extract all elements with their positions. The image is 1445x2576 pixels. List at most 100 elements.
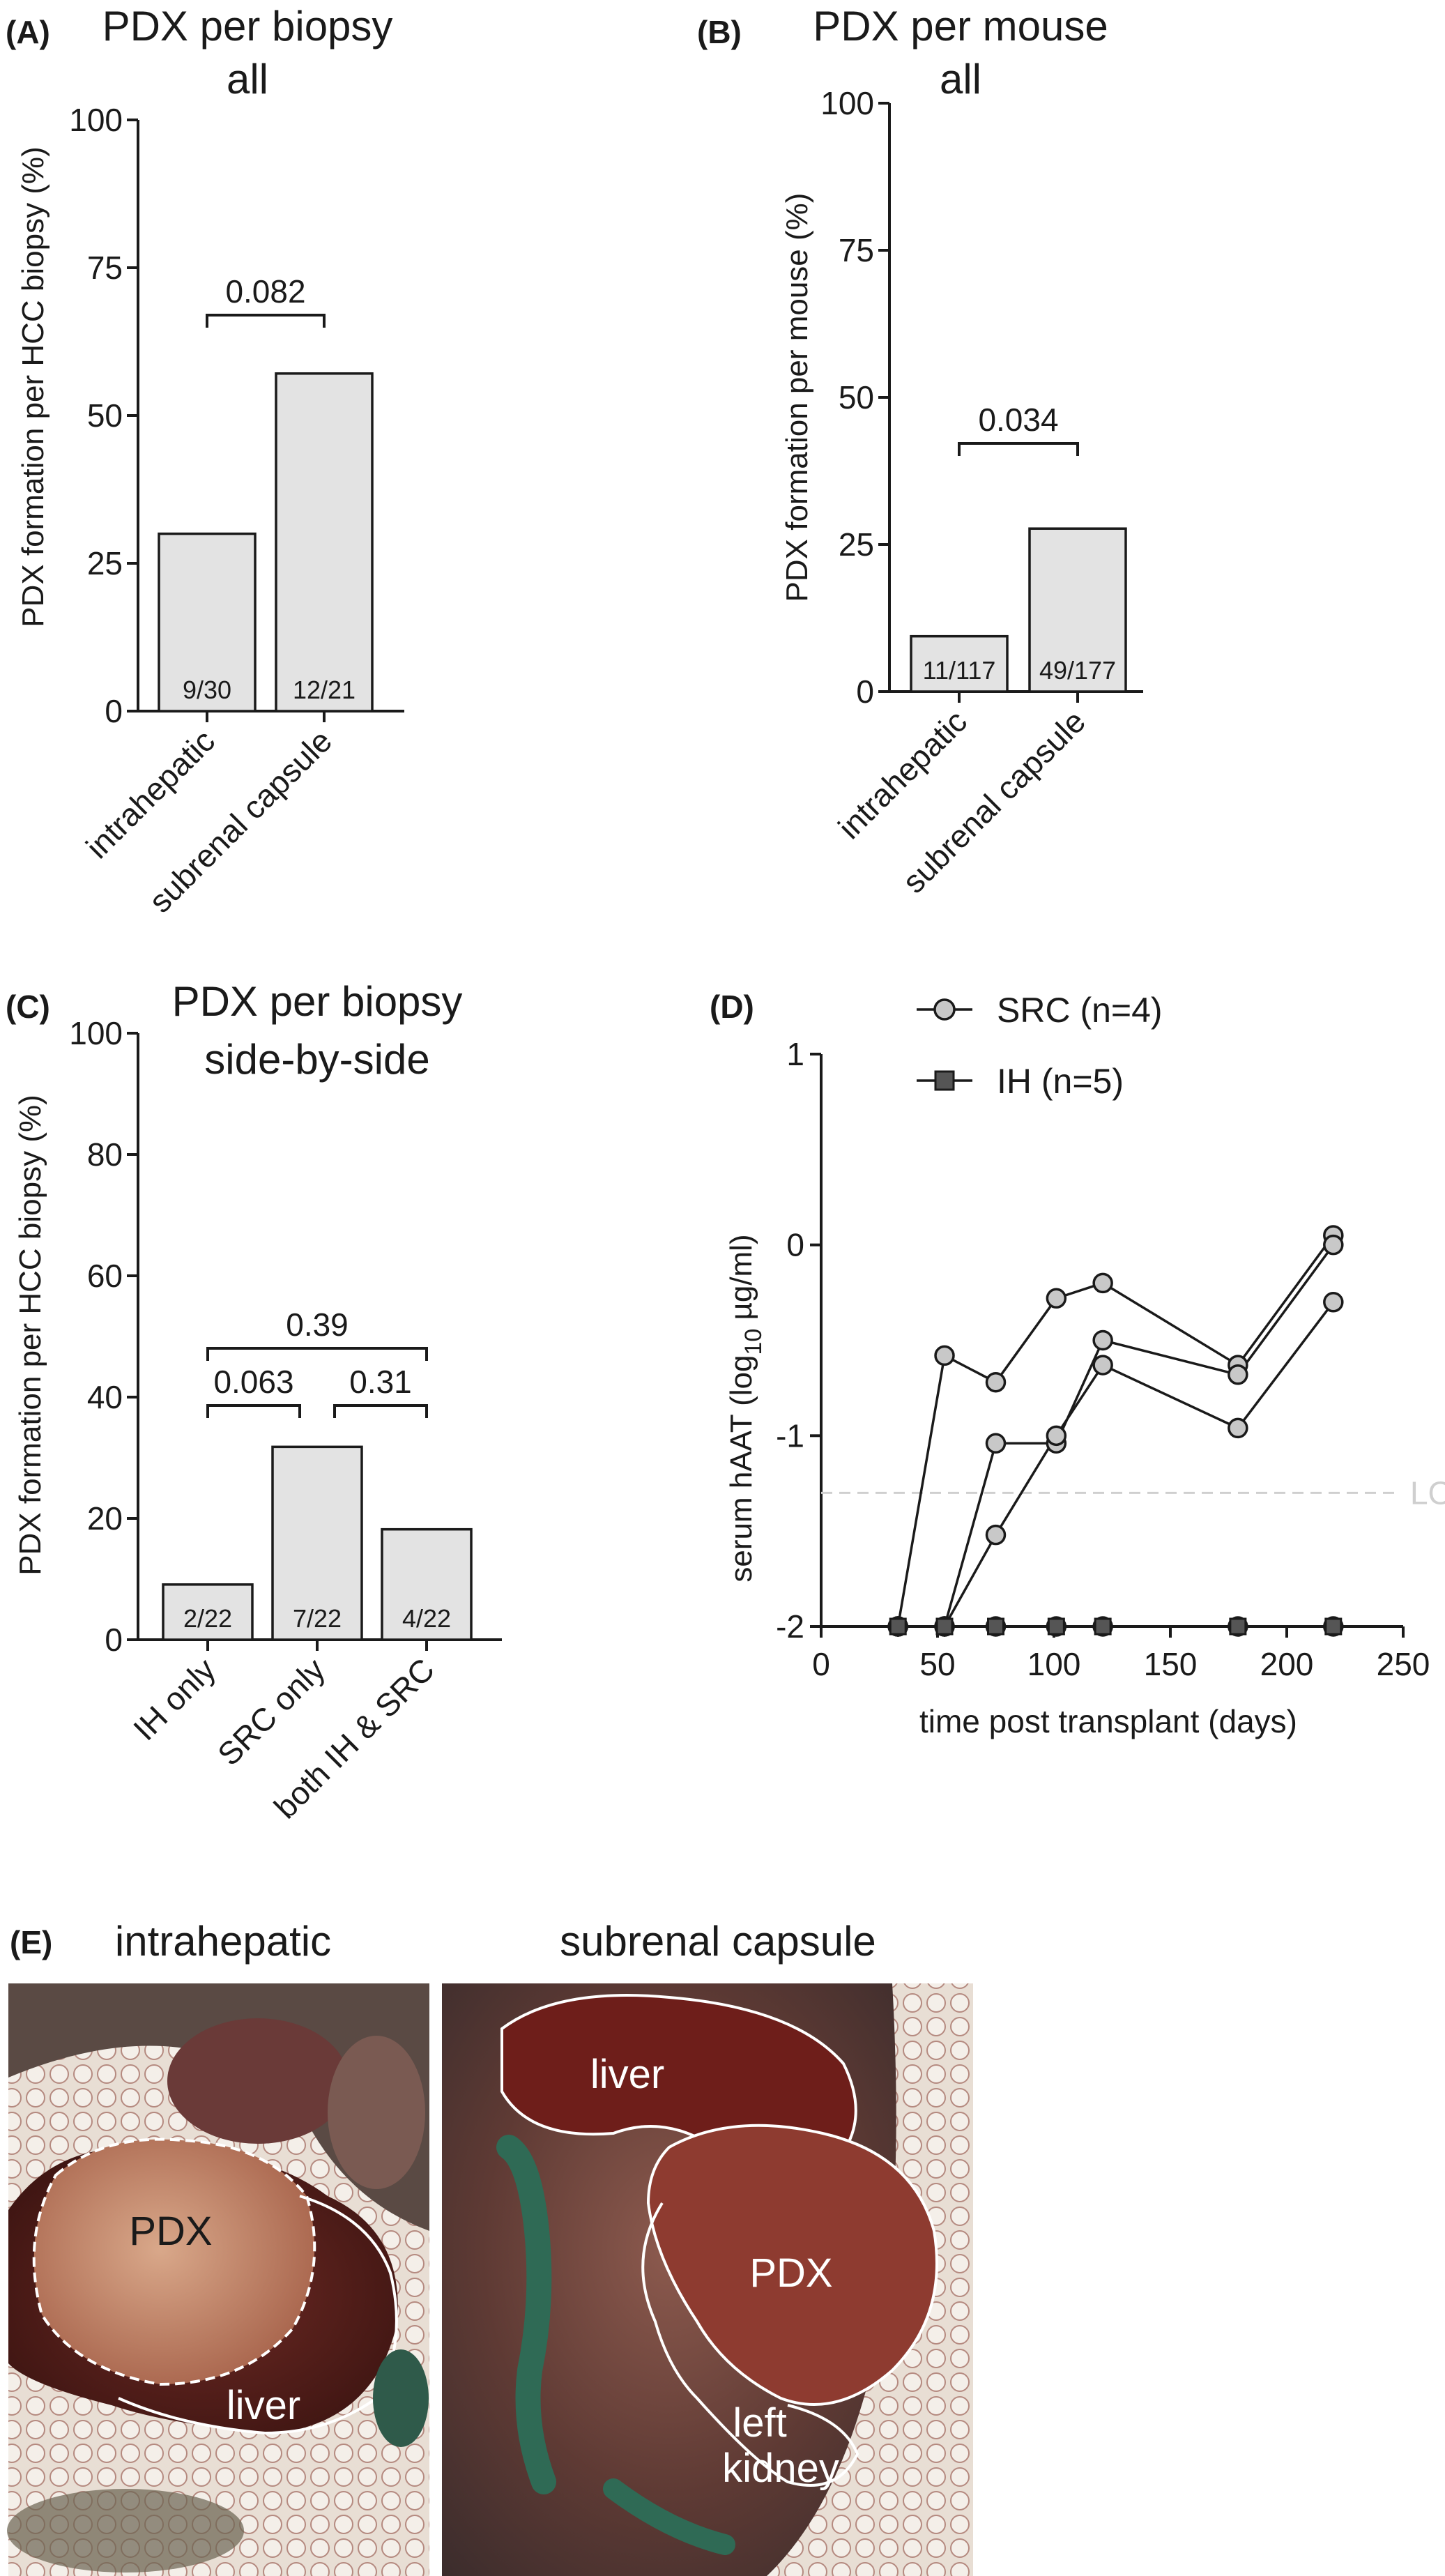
subrenal-kidney-label-line2: kidney: [722, 2446, 839, 2491]
bar: [162, 1583, 254, 1641]
bar-count-label: 7/22: [293, 1604, 342, 1633]
subrenal-pdx-label: PDX: [749, 2250, 832, 2296]
intrahepatic-photo: PDX liver: [7, 1983, 429, 2576]
src-data-point: [1228, 1417, 1248, 1439]
panel-d-label: (D): [710, 989, 754, 1025]
y-tick-label: 50: [87, 397, 123, 434]
legend-circle-marker: [933, 998, 956, 1021]
y-tick-label: -1: [776, 1417, 804, 1454]
subrenal-kidney-outline: [641, 2202, 859, 2487]
src-data-point: [985, 1433, 1007, 1454]
subrenal-kidney-label-line1: left: [733, 2400, 786, 2446]
src-data-point: [934, 1345, 955, 1366]
significance-bracket: [333, 1404, 428, 1418]
y-tick-label: 0: [105, 693, 123, 729]
panel-c-title-line1: PDX per biopsy: [172, 978, 463, 1025]
y-tick-label: 20: [87, 1500, 123, 1537]
panel-a-label: (A): [6, 14, 50, 50]
panel-e: (E) intrahepatic subrenal capsule PDX li…: [7, 1918, 973, 2576]
src-series-line: [896, 1234, 1335, 1627]
panel-a: (A) PDX per biopsy all PDX formation per…: [6, 3, 404, 920]
p-value-label: 0.063: [213, 1364, 293, 1400]
x-tick-label: 100: [1027, 1646, 1081, 1682]
y-tick-label: 25: [87, 545, 123, 581]
src-data-point: [1092, 1355, 1113, 1375]
y-tick-label: 60: [87, 1258, 123, 1294]
ih-data-point: [1229, 1617, 1247, 1636]
x-tick-label: 200: [1260, 1646, 1314, 1682]
bar: [381, 1527, 473, 1641]
bar-count-label: 2/22: [183, 1604, 232, 1633]
y-tick-label: 40: [87, 1379, 123, 1415]
subrenal-capsule-photo: liver PDX left kidney: [442, 1983, 973, 2576]
bar: [271, 1445, 363, 1641]
panel-e-label: (E): [10, 1924, 52, 1960]
bar-count-label: 11/117: [923, 656, 996, 685]
ih-data-point: [1047, 1617, 1065, 1636]
ih-data-point: [935, 1617, 954, 1636]
bar-count-label: 9/30: [183, 676, 231, 704]
src-series-line: [898, 1301, 1335, 1628]
bar: [275, 372, 374, 712]
panel-c-label: (C): [6, 989, 50, 1025]
panel-d-y-axis-label: serum hAAT (log10 µg/ml): [724, 1234, 767, 1582]
src-data-point: [1323, 1292, 1344, 1313]
src-data-point: [1228, 1364, 1248, 1385]
significance-bracket: [206, 314, 326, 328]
y-tick-label: 75: [87, 250, 123, 286]
src-data-point: [1323, 1234, 1344, 1256]
src-data-point: [985, 1371, 1007, 1393]
panel-b-title-line2: all: [940, 56, 981, 102]
significance-bracket: [958, 442, 1079, 456]
src-series-line: [898, 1244, 1335, 1628]
panel-b: (B) PDX per mouse all PDX formation per …: [697, 3, 1143, 900]
intrahepatic-pdx-region: [32, 2137, 316, 2386]
x-tick-label: 50: [919, 1646, 955, 1682]
panel-e-left-title: intrahepatic: [115, 1918, 331, 1965]
panel-a-y-axis-label: PDX formation per HCC biopsy (%): [16, 146, 50, 627]
src-data-point: [1046, 1425, 1067, 1447]
panel-d: (D) serum hAAT (log10 µg/ml) time post t…: [710, 989, 1445, 1739]
src-data-point: [985, 1524, 1007, 1546]
y-tick-label: 25: [839, 526, 874, 563]
src-data-point: [1092, 1272, 1113, 1294]
src-data-point: [1046, 1288, 1067, 1309]
significance-bracket: [206, 1404, 301, 1418]
y-tick-label: 100: [69, 102, 123, 138]
y-tick-label: -2: [776, 1608, 804, 1645]
x-tick-label: 250: [1377, 1646, 1430, 1682]
p-value-label: 0.31: [349, 1364, 412, 1400]
legend-entry-label: SRC (n=4): [997, 991, 1163, 1030]
ih-data-point: [1094, 1617, 1112, 1636]
y-tick-label: 1: [786, 1036, 804, 1072]
ih-data-point: [889, 1617, 907, 1636]
p-value-label: 0.39: [286, 1306, 349, 1343]
src-data-point: [1092, 1329, 1113, 1351]
panel-c-title-line2: side-by-side: [204, 1036, 429, 1083]
subrenal-liver-label: liver: [590, 2052, 664, 2097]
y-tick-label: 0: [786, 1227, 804, 1263]
x-tick-label: 150: [1144, 1646, 1198, 1682]
panel-a-title-line1: PDX per biopsy: [102, 3, 393, 49]
y-tick-label: 100: [820, 85, 874, 121]
y-tick-label: 80: [87, 1136, 123, 1173]
panel-c: (C) PDX per biopsy side-by-side PDX form…: [6, 978, 502, 1825]
intrahepatic-liver-label: liver: [227, 2383, 300, 2428]
y-tick-label: 0: [856, 673, 874, 710]
y-tick-label: 75: [839, 232, 874, 268]
category-label: IH only: [126, 1651, 222, 1747]
p-value-label: 0.034: [978, 402, 1058, 438]
bar-count-label: 49/177: [1039, 656, 1116, 685]
panel-e-right-title: subrenal capsule: [560, 1918, 876, 1965]
x-tick-label: 0: [812, 1646, 830, 1682]
ih-data-point: [1324, 1617, 1343, 1636]
panel-c-y-axis-label: PDX formation per HCC biopsy (%): [13, 1095, 47, 1576]
y-tick-label: 50: [839, 379, 874, 416]
y-tick-label: 100: [69, 1015, 123, 1051]
panel-b-label: (B): [697, 14, 742, 50]
intrahepatic-pdx-label: PDX: [129, 2209, 212, 2254]
legend-entry-label: IH (n=5): [997, 1062, 1124, 1101]
significance-bracket: [206, 1347, 428, 1361]
p-value-label: 0.082: [225, 273, 305, 310]
